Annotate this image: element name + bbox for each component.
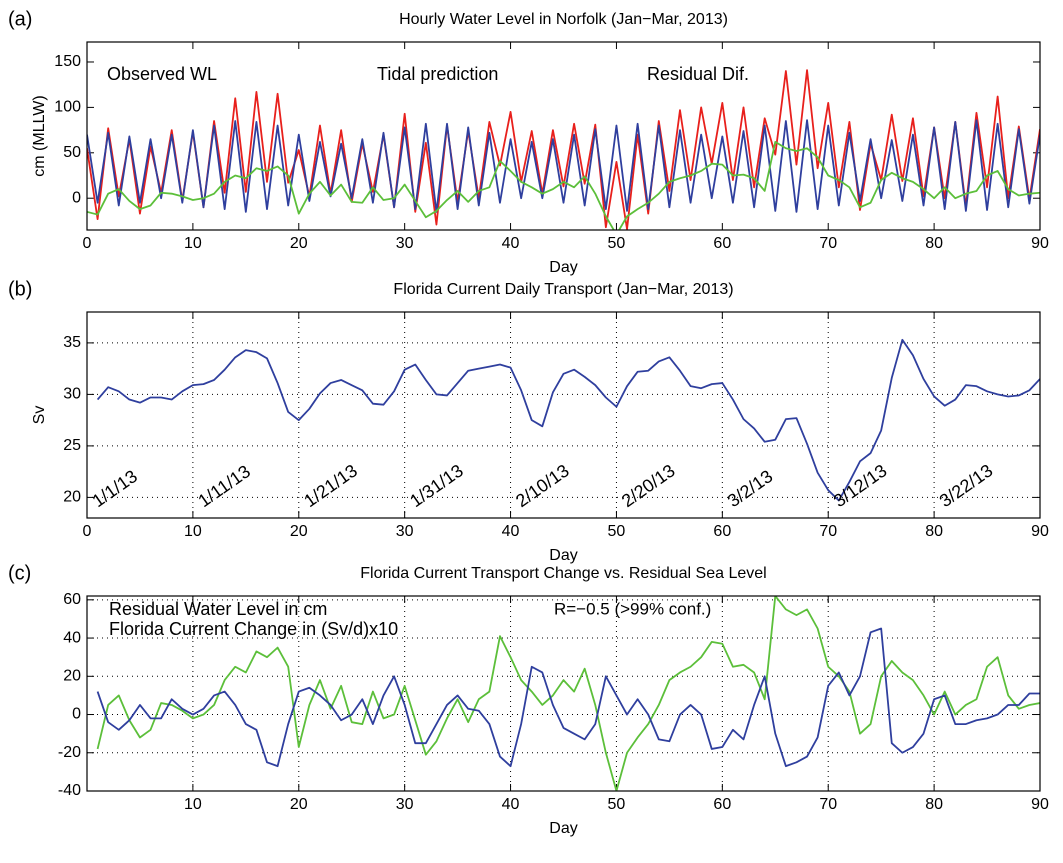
y-tick-label: 50 [63,144,81,161]
x-axis-label: Day [549,547,577,564]
x-tick-label: 10 [184,523,202,540]
y-tick-label: 40 [63,629,81,646]
data-line [96,338,1040,502]
x-axis-label: Day [549,820,577,837]
x-tick-label: 10 [184,235,202,252]
legend-label: Florida Current Change in (Sv/d)x10 [109,619,398,639]
data-line [87,69,1040,230]
x-tick-label: 60 [713,796,731,813]
data-line [87,119,1040,213]
data-line [96,627,1040,768]
plot-area [96,338,1040,502]
y-tick-label: 60 [63,591,81,608]
axes-box [86,595,1041,792]
legend-label: Residual Dif. [647,64,749,84]
y-tick-label: 20 [63,668,81,685]
data-line [96,596,1040,791]
chart-title: Florida Current Daily Transport (Jan−Mar… [393,281,733,298]
x-tick-label: 50 [608,523,626,540]
x-tick-label: 80 [925,796,943,813]
axes-box [86,41,1041,231]
x-tick-label: 30 [396,523,414,540]
x-tick-label: 80 [925,235,943,252]
x-tick-label: 0 [83,235,92,252]
x-tick-label: 60 [713,235,731,252]
x-tick-label: 20 [290,523,308,540]
date-annotation: 3/22/13 [936,460,997,511]
x-axis-label: Day [549,259,577,276]
y-axis-label: Sv [31,406,48,425]
x-tick-label: 90 [1031,523,1049,540]
x-tick-label: 40 [502,235,520,252]
y-tick-label: 0 [72,189,81,206]
axes-box [86,311,1041,519]
panel-label: (c) [8,562,31,584]
x-tick-label: 10 [184,796,202,813]
y-tick-label: 150 [54,53,81,70]
y-tick-label: 20 [63,489,81,506]
date-annotation: 3/12/13 [830,460,891,511]
x-tick-label: 50 [608,235,626,252]
x-tick-label: 40 [502,796,520,813]
y-tick-label: 30 [63,386,81,403]
plot-area [87,69,1040,230]
panel-label: (a) [8,8,32,30]
x-tick-label: 70 [819,235,837,252]
legend-label: Residual Water Level in cm [109,599,327,619]
date-annotation: 3/2/13 [724,466,776,511]
x-tick-label: 90 [1031,796,1049,813]
data-line [87,141,1040,230]
x-tick-label: 60 [713,523,731,540]
date-annotation: 2/20/13 [618,460,679,511]
y-axis-label: cm (MLLW) [31,95,48,176]
plot-area [96,596,1040,791]
x-tick-label: 50 [608,796,626,813]
y-tick-label: 0 [72,706,81,723]
y-tick-label: -40 [58,782,81,799]
y-tick-label: 100 [54,99,81,116]
legend-label: Tidal prediction [377,64,498,84]
x-tick-label: 80 [925,523,943,540]
chart-title: Hourly Water Level in Norfolk (Jan−Mar, … [399,11,728,28]
y-tick-label: -20 [58,744,81,761]
y-tick-label: 25 [63,437,81,454]
annotation: R=−0.5 (>99% conf.) [554,599,711,618]
date-annotation: 1/11/13 [194,461,254,511]
y-tick-label: 35 [63,334,81,351]
x-tick-label: 30 [396,796,414,813]
legend-label: Observed WL [107,64,217,84]
date-annotation: 1/21/13 [300,460,361,511]
x-tick-label: 20 [290,796,308,813]
x-tick-label: 90 [1031,235,1049,252]
x-tick-label: 70 [819,796,837,813]
chart-title: Florida Current Transport Change vs. Res… [360,565,766,582]
panel-label: (b) [8,278,32,300]
x-tick-label: 30 [396,235,414,252]
x-tick-label: 0 [83,523,92,540]
x-tick-label: 40 [502,523,520,540]
date-annotation: 1/31/13 [406,460,467,511]
date-annotation: 1/1/13 [89,466,141,511]
date-annotation: 2/10/13 [512,460,573,511]
x-tick-label: 70 [819,523,837,540]
x-tick-label: 20 [290,235,308,252]
